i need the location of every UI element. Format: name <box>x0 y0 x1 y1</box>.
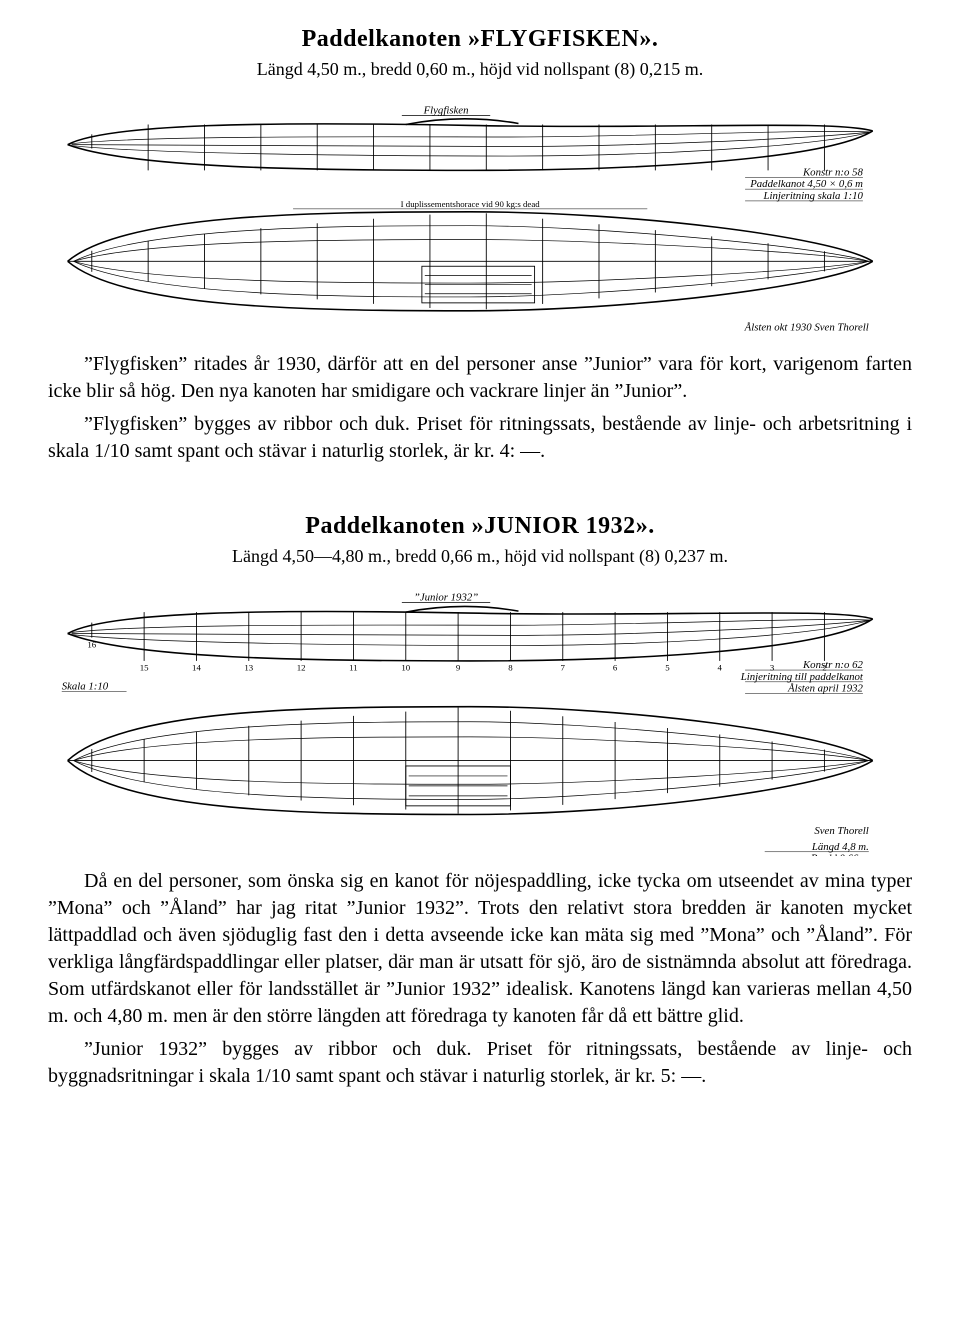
svg-text:16: 16 <box>87 640 96 650</box>
junior-svg: 1615141312111098765432”Junior 1932”Konst… <box>48 581 912 856</box>
svg-text:15: 15 <box>140 663 149 673</box>
svg-text:8: 8 <box>508 663 513 673</box>
svg-text:Ålsten april 1932: Ålsten april 1932 <box>787 683 863 695</box>
svg-text:Linjeritning till paddelkanot: Linjeritning till paddelkanot <box>740 671 864 683</box>
svg-text:11: 11 <box>349 663 358 673</box>
svg-text:5: 5 <box>665 663 670 673</box>
svg-text:13: 13 <box>244 663 253 673</box>
svg-text:I duplissementshorace vid 90 k: I duplissementshorace vid 90 kg:s dead <box>401 199 541 209</box>
flygfisken-drawing: Flygfisken I duplissementshorace vid 90 k… <box>48 94 912 339</box>
junior-title-name: JUNIOR 1932 <box>484 513 636 539</box>
svg-text:14: 14 <box>192 663 201 673</box>
flygfisken-title: Paddelkanoten »FLYGFISKEN». <box>48 26 912 53</box>
svg-text:7: 7 <box>561 663 566 673</box>
svg-text:Sven Thorell: Sven Thorell <box>814 826 868 838</box>
junior-body: Då en del personer, som önska sig en kan… <box>48 868 912 1090</box>
flygfisken-para-1: ”Flygfisken” bygges av ribbor och duk. P… <box>48 411 912 465</box>
page: Paddelkanoten »FLYGFISKEN». Längd 4,50 m… <box>0 0 960 1331</box>
junior-dimensions: Längd 4,50—4,80 m., bredd 0,66 m., höjd … <box>48 546 912 567</box>
svg-text:Längd 4,8 m.: Längd 4,8 m. <box>811 841 869 853</box>
flygfisken-title-prefix: Paddelkanoten » <box>302 26 481 52</box>
svg-text:Skala 1:10: Skala 1:10 <box>62 681 109 693</box>
svg-text:Linjeritning skala 1:10: Linjeritning skala 1:10 <box>762 190 863 202</box>
svg-text:”Junior 1932”: ”Junior 1932” <box>414 592 478 604</box>
flygfisken-title-name: FLYGFISKEN <box>481 26 640 52</box>
svg-text:Paddelkanot 4,50 × 0,6 m: Paddelkanot 4,50 × 0,6 m <box>749 178 863 190</box>
flygfisken-title-suffix: ». <box>639 26 658 52</box>
flygfisken-body: ”Flygfisken” ritades år 1930, därför att… <box>48 351 912 465</box>
svg-text:6: 6 <box>613 663 618 673</box>
flygfisken-para-0: ”Flygfisken” ritades år 1930, därför att… <box>48 351 912 405</box>
junior-para-0: Då en del personer, som önska sig en kan… <box>48 868 912 1030</box>
svg-text:Flygfisken: Flygfisken <box>423 105 469 117</box>
svg-text:Ålsten okt 1930 Sven Thorell: Ålsten okt 1930 Sven Thorell <box>744 321 869 333</box>
svg-text:12: 12 <box>297 663 306 673</box>
junior-title: Paddelkanoten »JUNIOR 1932». <box>48 513 912 540</box>
junior-title-suffix: ». <box>636 513 655 539</box>
flygfisken-dimensions: Längd 4,50 m., bredd 0,60 m., höjd vid n… <box>48 59 912 80</box>
svg-text:Konstr n:o 62: Konstr n:o 62 <box>802 660 864 672</box>
junior-title-prefix: Paddelkanoten » <box>305 513 484 539</box>
svg-text:4: 4 <box>718 663 723 673</box>
junior-drawing: 1615141312111098765432”Junior 1932”Konst… <box>48 581 912 856</box>
svg-text:Konstr n:o 58: Konstr n:o 58 <box>802 166 864 178</box>
flygfisken-svg: Flygfisken I duplissementshorace vid 90 k… <box>48 94 912 339</box>
svg-text:10: 10 <box>401 663 410 673</box>
svg-text:Bredd 0,66 m: Bredd 0,66 m <box>811 853 869 856</box>
svg-text:9: 9 <box>456 663 461 673</box>
junior-para-1: ”Junior 1932” bygges av ribbor och duk. … <box>48 1036 912 1090</box>
